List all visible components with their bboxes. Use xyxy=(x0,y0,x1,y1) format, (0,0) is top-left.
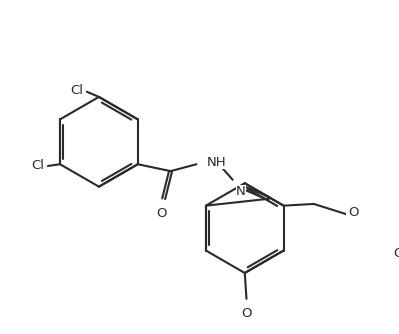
Text: O: O xyxy=(241,308,252,321)
Text: O: O xyxy=(348,206,359,219)
Text: O: O xyxy=(393,247,399,260)
Text: O: O xyxy=(157,207,167,220)
Text: Cl: Cl xyxy=(32,159,45,172)
Text: Cl: Cl xyxy=(70,84,83,97)
Text: N: N xyxy=(236,185,246,198)
Text: NH: NH xyxy=(207,156,227,169)
